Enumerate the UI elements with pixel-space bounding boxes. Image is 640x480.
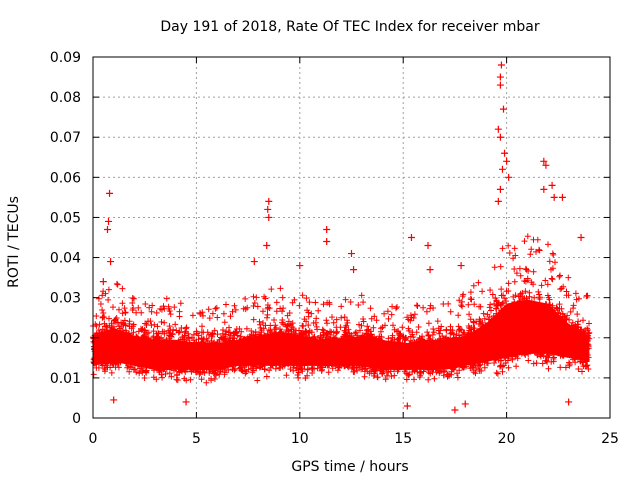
roti-point xyxy=(424,242,432,250)
y-tick-label: 0.05 xyxy=(50,210,81,226)
y-tick-label: 0.08 xyxy=(50,90,81,106)
roti-point xyxy=(501,149,509,157)
roti-point xyxy=(496,73,504,81)
y-tick-label: 0.01 xyxy=(50,371,81,387)
roti-point xyxy=(496,81,504,89)
roti-point xyxy=(105,217,113,225)
roti-point xyxy=(497,61,505,69)
x-tick-label: 20 xyxy=(498,431,516,447)
x-tick-label: 10 xyxy=(291,431,309,447)
roti-point xyxy=(565,398,573,406)
roti-point xyxy=(250,258,258,266)
roti-point xyxy=(457,262,465,270)
data-series xyxy=(90,61,593,414)
roti-point xyxy=(323,225,331,233)
x-tick-label: 25 xyxy=(601,431,619,447)
roti-point xyxy=(106,189,114,197)
roti-point xyxy=(558,193,566,201)
roti-point xyxy=(503,157,511,165)
roti-point xyxy=(296,262,304,270)
roti-point xyxy=(265,213,273,221)
roti-point xyxy=(348,250,355,258)
roti-point xyxy=(350,266,358,274)
y-tick-label: 0.03 xyxy=(50,291,81,307)
roti-point xyxy=(265,197,273,205)
roti-point xyxy=(548,181,556,189)
roti-point xyxy=(499,105,507,113)
roti-point xyxy=(407,234,415,241)
y-axis-label: ROTI / TECUs xyxy=(6,196,22,288)
roti-point xyxy=(403,402,411,410)
roti-point xyxy=(542,161,550,169)
roti-point xyxy=(494,197,502,205)
roti-point xyxy=(107,258,115,266)
roti-point xyxy=(110,396,118,404)
y-tick-label: 0.07 xyxy=(50,130,81,146)
axis-ticks: 0 5 10 15 20 25 0 0.01 0.02 0.03 0.04 0.05 0.06 0.07 0… xyxy=(50,50,619,447)
x-tick-label: 5 xyxy=(192,431,201,447)
roti-point xyxy=(426,266,434,274)
roti-point xyxy=(577,234,585,241)
plot-frame xyxy=(92,56,611,419)
roti-point xyxy=(505,173,513,181)
y-tick-label: 0.04 xyxy=(50,251,81,267)
roti-point xyxy=(498,165,506,173)
roti-point xyxy=(323,238,331,246)
roti-point xyxy=(461,400,469,408)
y-tick-label: 0 xyxy=(72,411,81,427)
roti-point xyxy=(550,193,558,201)
roti-point xyxy=(540,185,548,193)
roti-point xyxy=(540,157,548,165)
y-tick-label: 0.06 xyxy=(50,170,81,186)
x-tick-label: 15 xyxy=(394,431,412,447)
x-axis-label: GPS time / hours xyxy=(291,459,408,475)
roti-point xyxy=(99,278,107,286)
roti-point xyxy=(494,125,502,133)
roti-point xyxy=(264,205,272,213)
roti-point xyxy=(263,242,271,250)
roti-scatter-cloud xyxy=(90,233,593,386)
roti-point xyxy=(496,133,504,141)
chart-title: Day 191 of 2018, Rate Of TEC Index for r… xyxy=(160,19,539,35)
roti-point xyxy=(451,406,459,414)
roti-point xyxy=(182,398,190,406)
x-tick-label: 0 xyxy=(89,431,98,447)
roti-point xyxy=(496,185,504,193)
y-tick-label: 0.02 xyxy=(50,331,81,347)
roti-point xyxy=(103,225,111,233)
y-tick-label: 0.09 xyxy=(50,50,81,66)
